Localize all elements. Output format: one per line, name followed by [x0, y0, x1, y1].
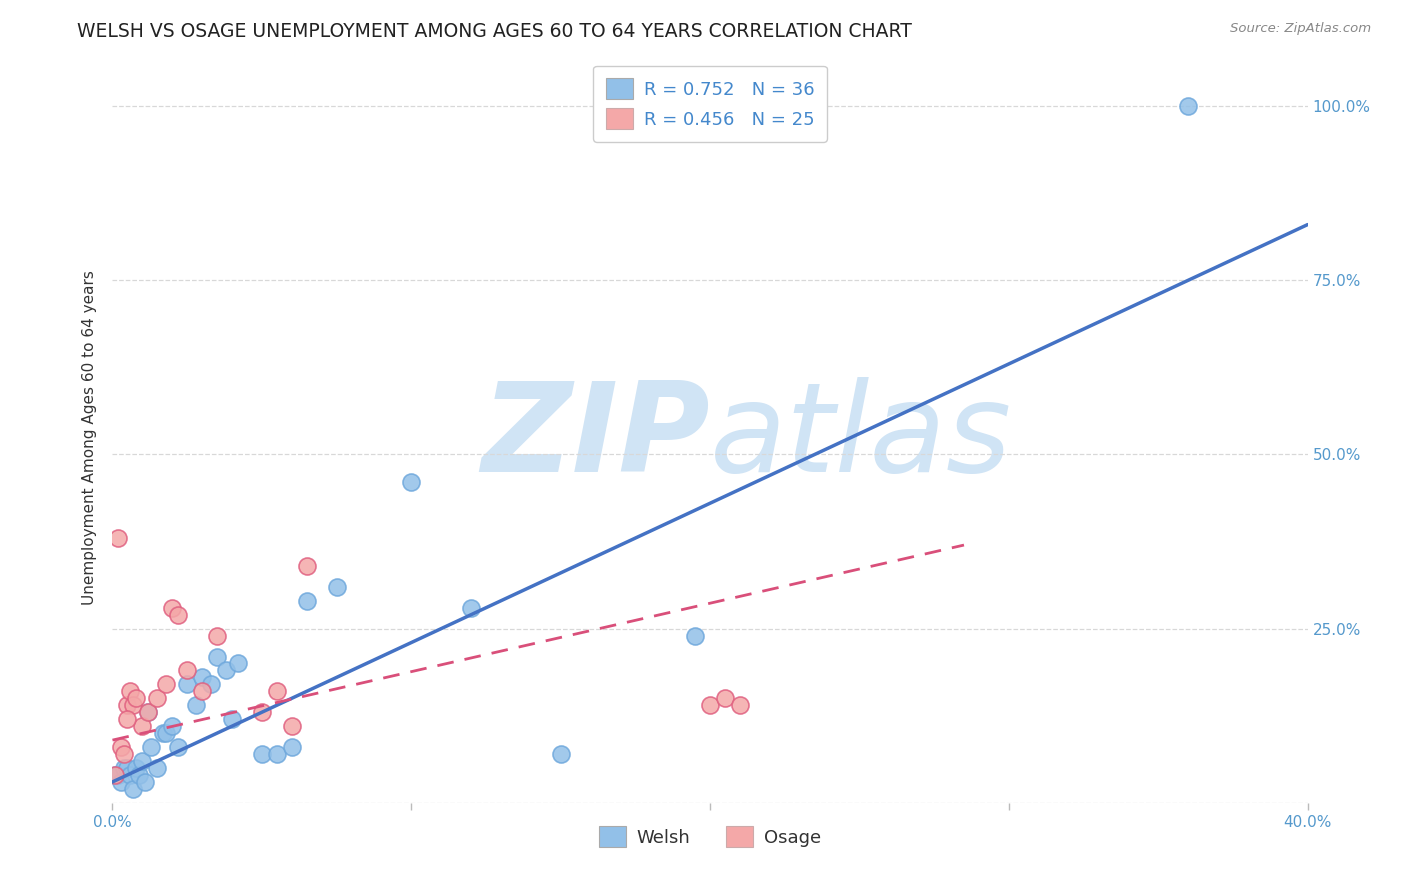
- Point: [728, 698, 751, 713]
- Point: [146, 761, 169, 775]
- Point: [162, 719, 183, 733]
- Point: [191, 670, 214, 684]
- Point: [122, 698, 145, 713]
- Point: [138, 705, 160, 719]
- Point: [131, 719, 153, 733]
- Point: [683, 629, 706, 643]
- Point: [114, 747, 135, 761]
- Point: [200, 677, 222, 691]
- Point: [266, 684, 288, 698]
- Point: [401, 475, 423, 490]
- Point: [107, 768, 129, 782]
- Text: atlas: atlas: [710, 376, 1012, 498]
- Text: ZIP: ZIP: [481, 376, 710, 498]
- Point: [152, 726, 174, 740]
- Point: [176, 664, 198, 678]
- Point: [1177, 99, 1199, 113]
- Point: [134, 775, 156, 789]
- Point: [107, 531, 129, 545]
- Point: [250, 705, 273, 719]
- Point: [550, 747, 572, 761]
- Point: [167, 607, 190, 622]
- Text: Source: ZipAtlas.com: Source: ZipAtlas.com: [1230, 22, 1371, 36]
- Point: [141, 740, 163, 755]
- Point: [191, 684, 214, 698]
- Point: [125, 691, 148, 706]
- Point: [114, 761, 135, 775]
- Point: [325, 580, 347, 594]
- Point: [295, 558, 318, 573]
- Y-axis label: Unemployment Among Ages 60 to 64 years: Unemployment Among Ages 60 to 64 years: [82, 269, 97, 605]
- Point: [110, 775, 132, 789]
- Point: [186, 698, 208, 713]
- Point: [295, 594, 318, 608]
- Point: [714, 691, 737, 706]
- Point: [138, 705, 160, 719]
- Point: [120, 684, 142, 698]
- Text: WELSH VS OSAGE UNEMPLOYMENT AMONG AGES 60 TO 64 YEARS CORRELATION CHART: WELSH VS OSAGE UNEMPLOYMENT AMONG AGES 6…: [77, 22, 912, 41]
- Point: [215, 664, 238, 678]
- Point: [125, 761, 148, 775]
- Point: [155, 677, 177, 691]
- Point: [117, 761, 139, 775]
- Point: [221, 712, 243, 726]
- Point: [128, 768, 150, 782]
- Point: [205, 649, 228, 664]
- Point: [104, 768, 127, 782]
- Point: [250, 747, 273, 761]
- Point: [146, 691, 169, 706]
- Point: [122, 781, 145, 796]
- Point: [281, 719, 304, 733]
- Point: [176, 677, 198, 691]
- Point: [226, 657, 249, 671]
- Legend: Welsh, Osage: Welsh, Osage: [586, 814, 834, 860]
- Point: [167, 740, 190, 755]
- Point: [266, 747, 288, 761]
- Point: [162, 600, 183, 615]
- Point: [460, 600, 482, 615]
- Point: [117, 698, 139, 713]
- Point: [205, 629, 228, 643]
- Point: [110, 740, 132, 755]
- Point: [104, 768, 127, 782]
- Point: [699, 698, 721, 713]
- Point: [281, 740, 304, 755]
- Point: [120, 768, 142, 782]
- Point: [131, 754, 153, 768]
- Point: [117, 712, 139, 726]
- Point: [155, 726, 177, 740]
